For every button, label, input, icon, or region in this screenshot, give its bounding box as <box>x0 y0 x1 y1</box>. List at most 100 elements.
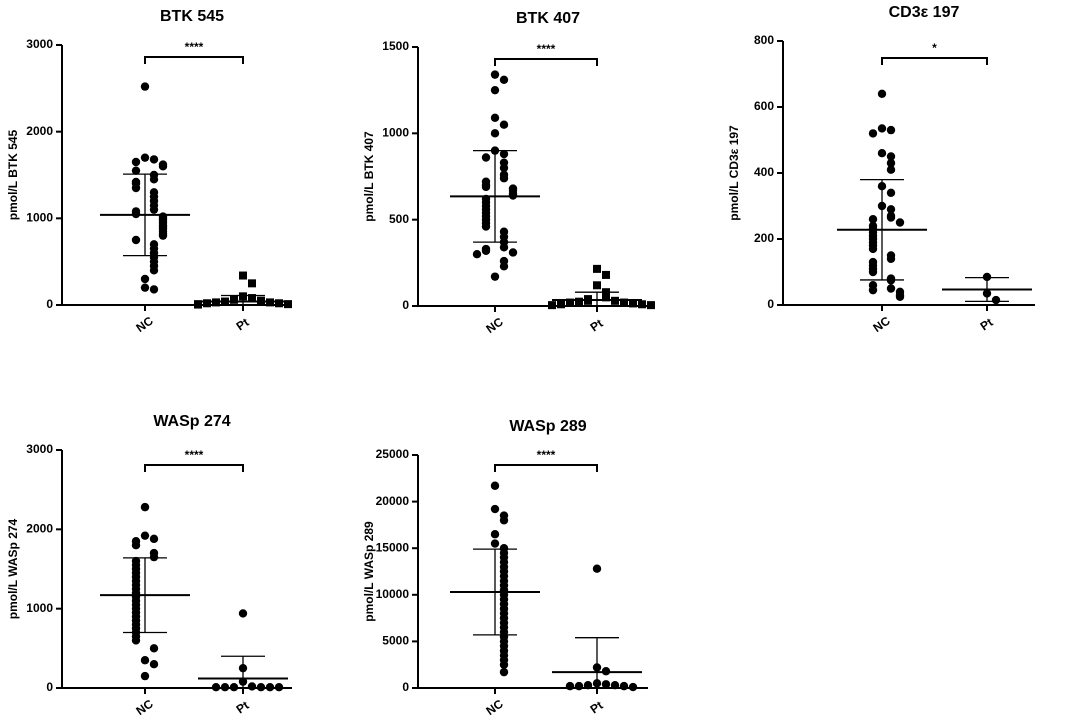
data-point <box>877 124 887 133</box>
data-point <box>490 70 500 79</box>
data-point <box>211 683 221 692</box>
y-tick-label: 0 <box>402 680 409 694</box>
data-point <box>131 235 141 245</box>
data-point <box>610 681 620 690</box>
y-tick-label: 15000 <box>376 540 410 554</box>
data-point <box>499 516 509 525</box>
y-tick-label: 1000 <box>26 211 53 225</box>
data-point <box>140 671 150 681</box>
data-point <box>481 246 491 255</box>
data-point <box>574 681 584 691</box>
data-point <box>248 279 256 288</box>
y-tick-label: 800 <box>754 33 774 47</box>
data-point <box>620 298 628 307</box>
data-point <box>140 153 150 162</box>
data-point <box>593 264 601 273</box>
data-point <box>238 609 248 618</box>
data-point <box>868 267 878 277</box>
y-tick-label: 0 <box>767 297 774 311</box>
data-point <box>149 155 159 164</box>
data-point <box>149 552 159 562</box>
significance-bracket <box>494 464 598 472</box>
data-point <box>490 530 500 539</box>
data-point <box>868 129 878 138</box>
data-point <box>194 300 202 309</box>
data-point <box>508 248 518 257</box>
data-point <box>490 85 500 95</box>
data-point <box>575 297 583 306</box>
y-tick-label: 5000 <box>382 634 409 648</box>
data-point <box>548 301 556 310</box>
data-point <box>499 174 509 183</box>
data-point <box>229 683 239 692</box>
data-point <box>490 481 500 490</box>
data-point <box>239 271 247 280</box>
data-point <box>499 75 509 85</box>
y-tick-label: 500 <box>389 212 409 226</box>
data-point <box>886 205 896 214</box>
data-point <box>499 243 509 252</box>
chart-title: WASp 274 <box>153 413 230 430</box>
x-tick-label: NC <box>483 696 506 718</box>
data-point <box>490 129 500 138</box>
data-point <box>602 293 610 302</box>
data-point <box>490 113 500 122</box>
data-point <box>481 153 491 162</box>
y-axis-label: pmol/L CD3ε 197 <box>727 125 741 221</box>
data-point <box>868 244 878 254</box>
data-point <box>256 683 266 692</box>
data-point <box>565 681 575 691</box>
data-point <box>158 231 168 240</box>
x-tick-label: Pt <box>978 315 996 333</box>
data-point <box>886 254 896 263</box>
chart-title: CD3ε 197 <box>889 4 960 21</box>
y-axis-label: pmol/L WASp 274 <box>6 518 20 619</box>
y-tick-label: 0 <box>402 298 409 312</box>
data-point <box>140 656 150 665</box>
data-point <box>158 162 168 171</box>
y-tick-label: 2000 <box>26 124 53 138</box>
data-point <box>203 299 211 308</box>
data-point <box>490 539 500 548</box>
x-tick-label: NC <box>133 696 156 718</box>
data-point <box>490 272 500 281</box>
y-axis-label: pmol/L WASp 289 <box>362 521 376 622</box>
chart-title: BTK 545 <box>160 8 224 25</box>
data-point <box>499 262 509 271</box>
x-tick-label: Pt <box>234 315 252 333</box>
data-point <box>140 283 150 292</box>
y-tick-label: 0 <box>46 680 53 694</box>
data-point <box>886 158 896 168</box>
data-point <box>131 183 141 193</box>
data-point <box>230 295 238 304</box>
data-point <box>499 120 509 129</box>
y-tick-label: 0 <box>46 297 53 311</box>
data-point <box>149 266 159 275</box>
y-axis-label: pmol/L BTK 407 <box>362 131 376 222</box>
data-point <box>499 149 509 159</box>
data-point <box>602 270 610 279</box>
y-tick-label: 200 <box>754 231 774 245</box>
data-point <box>592 564 602 573</box>
data-point <box>895 218 905 227</box>
y-tick-label: 400 <box>754 165 774 179</box>
data-point <box>886 165 896 174</box>
data-point <box>149 644 159 653</box>
data-point <box>140 274 150 284</box>
data-point <box>149 534 159 544</box>
significance-bracket <box>494 58 598 66</box>
data-point <box>619 681 629 691</box>
data-point <box>886 188 896 197</box>
data-point <box>499 660 509 669</box>
data-point <box>647 301 655 310</box>
x-tick-label: NC <box>133 313 156 335</box>
data-point <box>499 163 509 173</box>
data-point <box>149 660 159 669</box>
data-point <box>131 636 141 645</box>
data-point <box>868 285 878 295</box>
data-point <box>248 294 256 303</box>
significance-label: **** <box>185 448 204 462</box>
data-point <box>149 205 159 214</box>
data-point <box>274 683 284 692</box>
y-tick-label: 20000 <box>376 494 410 508</box>
